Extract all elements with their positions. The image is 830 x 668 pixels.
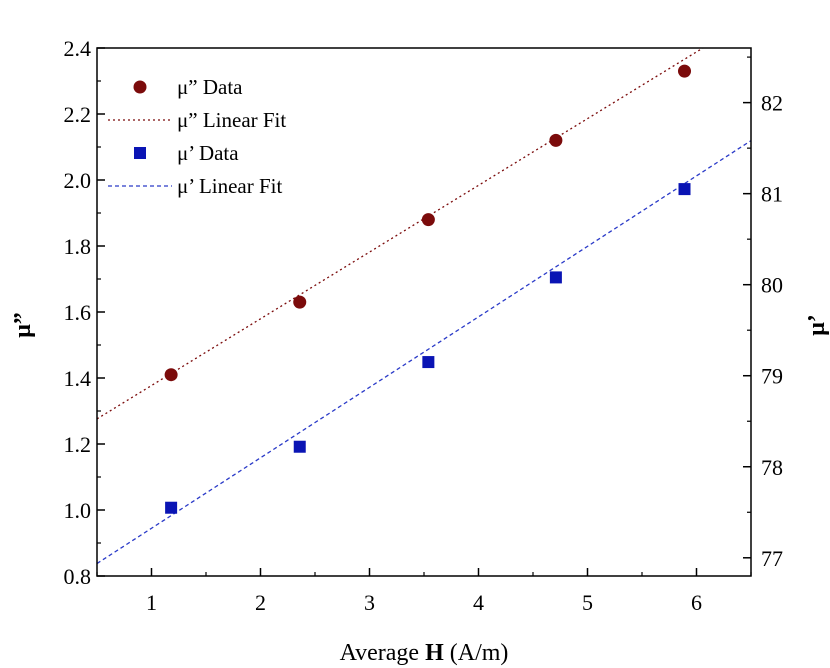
mu-prime-fit-line bbox=[97, 140, 751, 565]
y-left-tick-label: 1.8 bbox=[64, 234, 92, 259]
right-y-axis-title: μ’ bbox=[804, 314, 830, 336]
mu-double-prime-point bbox=[678, 64, 692, 78]
legend-label-mu-double-prime-data: μ” Data bbox=[177, 75, 243, 99]
x-tick-label: 6 bbox=[691, 590, 702, 615]
data-points bbox=[164, 64, 692, 514]
mu-prime-point bbox=[678, 183, 691, 196]
mu-prime-point bbox=[549, 271, 562, 284]
mu-double-prime-point bbox=[549, 133, 563, 147]
legend-label-mu-prime-data: μ’ Data bbox=[177, 141, 239, 165]
y-left-tick-label: 1.4 bbox=[64, 366, 92, 391]
x-tick-label: 2 bbox=[255, 590, 266, 615]
left-y-axis-title: μ” bbox=[10, 312, 36, 338]
y-left-tick-label: 1.0 bbox=[64, 498, 92, 523]
y-right-tick-label: 82 bbox=[761, 91, 783, 116]
mu-prime-point bbox=[293, 440, 306, 453]
mu-double-prime-point bbox=[164, 368, 178, 382]
y-left-tick-label: 2.2 bbox=[64, 102, 92, 127]
y-right-tick-label: 80 bbox=[761, 273, 783, 298]
x-axis-title: Average H (A/m) bbox=[340, 640, 509, 666]
fit-lines bbox=[97, 48, 751, 565]
mu-double-prime-point bbox=[293, 295, 307, 309]
y-right-tick-label: 79 bbox=[761, 364, 783, 389]
legend-label-mu-double-prime-fit: μ” Linear Fit bbox=[177, 108, 286, 132]
legend-label-mu-prime-fit: μ’ Linear Fit bbox=[177, 174, 283, 198]
mu-prime-point bbox=[422, 356, 435, 369]
legend-swatch-mu-double-prime-data bbox=[133, 80, 147, 94]
x-tick-label: 4 bbox=[473, 590, 484, 615]
y-left-tick-label: 2.4 bbox=[64, 36, 92, 61]
y-left-tick-label: 1.2 bbox=[64, 432, 92, 457]
mu-double-prime-point bbox=[421, 213, 435, 227]
legend: μ” Data μ” Linear Fit μ’ Data μ’ Linear Fit bbox=[108, 75, 286, 198]
y-right-tick-label: 77 bbox=[761, 546, 783, 571]
x-tick-label: 3 bbox=[364, 590, 375, 615]
y-left-tick-label: 0.8 bbox=[64, 564, 92, 589]
y-right-tick-label: 81 bbox=[761, 182, 783, 207]
mu-prime-point bbox=[165, 501, 178, 514]
y-left-tick-label: 1.6 bbox=[64, 300, 92, 325]
y-right-tick-label: 78 bbox=[761, 455, 783, 480]
x-tick-label: 1 bbox=[146, 590, 157, 615]
legend-swatch-mu-prime-data bbox=[134, 147, 146, 159]
x-tick-label: 5 bbox=[582, 590, 593, 615]
y-left-tick-label: 2.0 bbox=[64, 168, 92, 193]
axis-ticks: 1 2 3 4 5 6 0.8 1.0 1.2 1.4 1.6 1.8 2.0 2.2 2.4 77 78 79 8… bbox=[64, 36, 784, 615]
